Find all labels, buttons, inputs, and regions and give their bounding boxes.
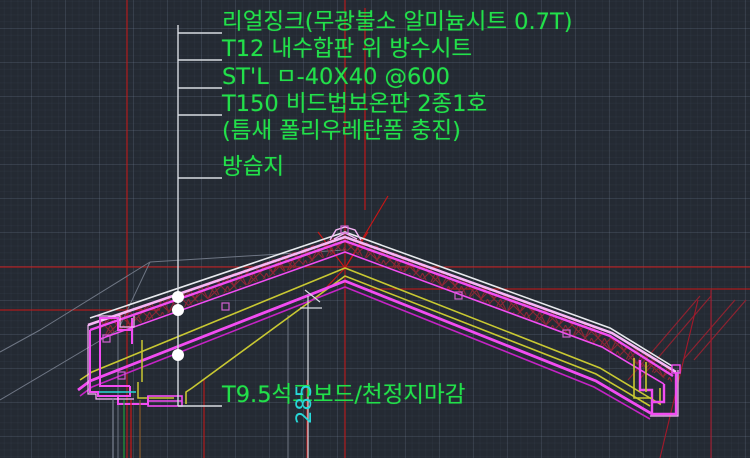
left-eave-highlight: [87, 315, 135, 400]
annotation-callout-7[interactable]: T9.5석고보드/천정지마감: [222, 382, 466, 408]
below-eave-lines: [112, 398, 141, 458]
left-eave-board: [137, 340, 174, 399]
right-eave-board: [633, 358, 652, 399]
edge-grip-squares: [102, 225, 571, 380]
annotation-callout-1[interactable]: 리얼징크(무광불소 알미늄시트 0.7T): [222, 9, 573, 35]
roof-outer-profile: [87, 235, 677, 385]
grip-marker[interactable]: [172, 304, 184, 316]
dimension-value-285[interactable]: 285: [292, 383, 316, 424]
annotation-callout-2[interactable]: T12 내수합판 위 방수시트: [222, 36, 473, 62]
grip-marker[interactable]: [172, 349, 184, 361]
grip-marker[interactable]: [172, 291, 184, 303]
right-eave-node: [671, 364, 681, 374]
annotation-callout-5[interactable]: (틈새 폴리우레탄폼 충진): [222, 118, 461, 144]
right-eave-detail: [638, 360, 678, 416]
left-eave-soffit: [147, 395, 183, 407]
annotation-callout-4[interactable]: T150 비드법보온판 2종1호: [222, 91, 488, 117]
annotation-callout-3[interactable]: ST'L ㅁ-40X40 @600: [222, 64, 450, 90]
annotation-callout-6[interactable]: 방습지: [222, 154, 285, 180]
membrane-line: [89, 231, 673, 367]
right-eave-highlight: [650, 370, 679, 417]
selected-crosshair: [300, 289, 322, 458]
